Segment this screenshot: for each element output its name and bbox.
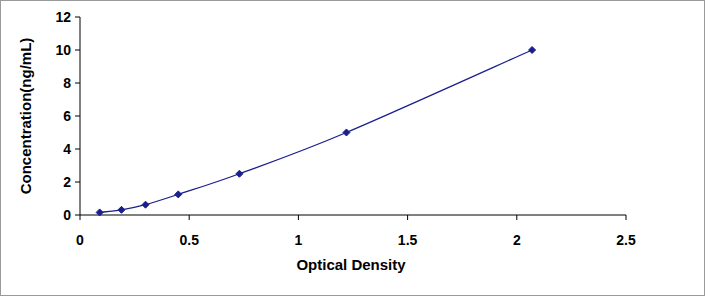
- x-axis-label: Optical Density: [296, 256, 406, 273]
- x-tick: [189, 215, 190, 220]
- y-tick-label: 8: [63, 75, 71, 91]
- x-tick-label: 0.5: [179, 232, 199, 248]
- chart: 0 0.5 1 1.5 2 2.5 0 2 4 6 8 10 12 Optical Density Conc…: [0, 0, 705, 296]
- x-tick-label: 2.5: [616, 232, 636, 248]
- x-tick: [80, 215, 81, 220]
- y-tick-label: 0: [63, 207, 71, 223]
- y-tick-label: 6: [63, 108, 71, 124]
- y-tick: [75, 215, 80, 216]
- y-tick: [75, 17, 80, 18]
- x-tick: [298, 215, 299, 220]
- x-tick: [407, 215, 408, 220]
- y-tick: [75, 83, 80, 84]
- x-tick: [516, 215, 517, 220]
- y-tick: [75, 182, 80, 183]
- y-tick-label: 12: [55, 9, 71, 25]
- curve: [100, 50, 532, 212]
- y-tick-label: 2: [63, 174, 71, 190]
- plot-area: [96, 47, 535, 216]
- x-axis: [80, 215, 626, 216]
- border: [1, 1, 705, 296]
- x-tick-label: 1.5: [398, 232, 418, 248]
- x-tick: [626, 215, 627, 220]
- x-tick-label: 2: [513, 232, 521, 248]
- y-tick: [75, 50, 80, 51]
- y-tick-label: 4: [63, 141, 71, 157]
- y-axis-label: Concentration(ng/mL): [17, 38, 34, 195]
- x-tick-label: 1: [295, 232, 303, 248]
- y-tick-label: 10: [55, 42, 71, 58]
- x-tick-label: 0: [76, 232, 84, 248]
- y-tick: [75, 116, 80, 117]
- y-tick: [75, 149, 80, 150]
